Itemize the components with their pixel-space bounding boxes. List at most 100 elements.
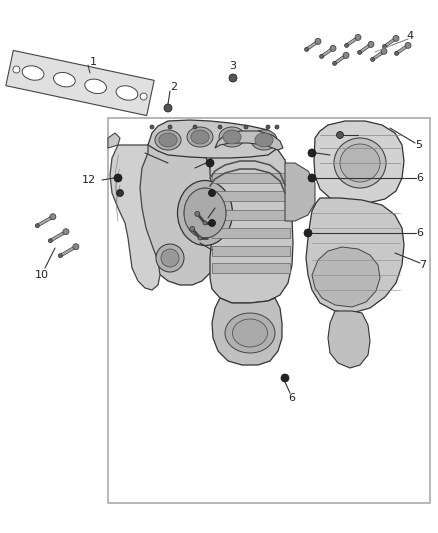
Ellipse shape bbox=[275, 125, 279, 129]
Ellipse shape bbox=[315, 38, 321, 44]
Ellipse shape bbox=[198, 236, 202, 240]
Polygon shape bbox=[212, 210, 290, 220]
Ellipse shape bbox=[193, 125, 197, 129]
Ellipse shape bbox=[156, 244, 184, 272]
Ellipse shape bbox=[140, 93, 147, 100]
Circle shape bbox=[308, 149, 316, 157]
Ellipse shape bbox=[187, 127, 213, 147]
Polygon shape bbox=[212, 228, 290, 238]
Ellipse shape bbox=[304, 47, 308, 51]
Circle shape bbox=[208, 190, 215, 197]
Ellipse shape bbox=[266, 125, 270, 129]
Text: 11: 11 bbox=[165, 160, 179, 170]
Ellipse shape bbox=[405, 43, 411, 49]
Ellipse shape bbox=[58, 254, 62, 257]
Polygon shape bbox=[212, 263, 290, 273]
Polygon shape bbox=[314, 121, 404, 203]
Text: 6: 6 bbox=[331, 150, 338, 160]
Circle shape bbox=[114, 174, 122, 182]
Ellipse shape bbox=[190, 227, 195, 231]
Polygon shape bbox=[128, 139, 220, 285]
Text: 2: 2 bbox=[170, 82, 177, 92]
Polygon shape bbox=[212, 298, 282, 365]
Polygon shape bbox=[306, 198, 404, 313]
Ellipse shape bbox=[330, 45, 336, 51]
Text: 7: 7 bbox=[420, 260, 427, 270]
Text: 6: 6 bbox=[181, 165, 188, 175]
Polygon shape bbox=[210, 140, 293, 303]
Text: 8: 8 bbox=[215, 248, 222, 258]
Circle shape bbox=[117, 190, 124, 197]
Ellipse shape bbox=[334, 138, 386, 188]
Polygon shape bbox=[6, 51, 154, 116]
Ellipse shape bbox=[50, 214, 56, 220]
Polygon shape bbox=[110, 145, 160, 290]
Ellipse shape bbox=[63, 229, 69, 235]
Circle shape bbox=[281, 374, 289, 382]
Text: 9: 9 bbox=[216, 200, 223, 210]
Circle shape bbox=[308, 174, 316, 182]
Text: 5: 5 bbox=[416, 140, 423, 150]
Ellipse shape bbox=[225, 313, 275, 353]
Ellipse shape bbox=[177, 181, 233, 246]
Text: 6: 6 bbox=[289, 393, 296, 403]
Ellipse shape bbox=[381, 49, 387, 54]
Ellipse shape bbox=[218, 125, 222, 129]
Ellipse shape bbox=[195, 211, 200, 216]
Ellipse shape bbox=[155, 130, 181, 150]
Text: 3: 3 bbox=[230, 61, 237, 71]
Ellipse shape bbox=[357, 51, 361, 54]
Ellipse shape bbox=[73, 244, 79, 249]
Ellipse shape bbox=[161, 249, 179, 267]
Polygon shape bbox=[212, 173, 290, 183]
Circle shape bbox=[208, 220, 215, 227]
Ellipse shape bbox=[116, 86, 138, 100]
Ellipse shape bbox=[203, 221, 207, 225]
Ellipse shape bbox=[320, 54, 324, 59]
Polygon shape bbox=[108, 133, 120, 148]
Ellipse shape bbox=[251, 130, 277, 150]
Ellipse shape bbox=[168, 125, 172, 129]
Ellipse shape bbox=[85, 79, 106, 94]
Ellipse shape bbox=[48, 239, 52, 243]
Polygon shape bbox=[285, 163, 315, 221]
Ellipse shape bbox=[244, 125, 248, 129]
Polygon shape bbox=[212, 191, 290, 201]
Ellipse shape bbox=[223, 130, 241, 144]
Ellipse shape bbox=[53, 72, 75, 87]
Ellipse shape bbox=[395, 51, 399, 55]
Polygon shape bbox=[215, 131, 283, 150]
Ellipse shape bbox=[150, 125, 154, 129]
Text: 3: 3 bbox=[360, 130, 367, 140]
Ellipse shape bbox=[22, 66, 44, 80]
Polygon shape bbox=[148, 120, 278, 158]
Ellipse shape bbox=[345, 43, 349, 47]
Polygon shape bbox=[312, 247, 380, 307]
Ellipse shape bbox=[340, 144, 380, 182]
Text: 4: 4 bbox=[406, 31, 413, 41]
Text: 12: 12 bbox=[82, 175, 96, 185]
Bar bbox=[108, 118, 430, 503]
Ellipse shape bbox=[371, 58, 374, 61]
Text: 6: 6 bbox=[417, 173, 424, 183]
Ellipse shape bbox=[332, 61, 336, 66]
Circle shape bbox=[229, 74, 237, 82]
Ellipse shape bbox=[233, 319, 268, 347]
Polygon shape bbox=[212, 246, 290, 256]
Ellipse shape bbox=[393, 35, 399, 42]
Ellipse shape bbox=[13, 66, 20, 73]
Circle shape bbox=[304, 229, 312, 237]
Ellipse shape bbox=[159, 133, 177, 147]
Ellipse shape bbox=[355, 35, 361, 41]
Circle shape bbox=[206, 159, 214, 167]
Ellipse shape bbox=[219, 127, 245, 147]
Ellipse shape bbox=[368, 42, 374, 47]
Ellipse shape bbox=[184, 188, 226, 238]
Text: 10: 10 bbox=[35, 270, 49, 280]
Ellipse shape bbox=[343, 52, 349, 59]
Polygon shape bbox=[328, 311, 370, 368]
Ellipse shape bbox=[255, 133, 273, 147]
Ellipse shape bbox=[35, 224, 39, 228]
Text: 1: 1 bbox=[89, 57, 96, 67]
Circle shape bbox=[164, 104, 172, 112]
